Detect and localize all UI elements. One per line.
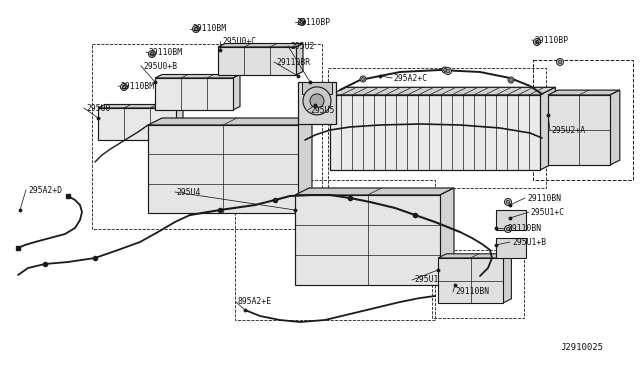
Circle shape	[360, 76, 366, 82]
Text: 295U0+B: 295U0+B	[143, 61, 177, 71]
Text: 29110BM: 29110BM	[192, 23, 226, 32]
Text: 295U0: 295U0	[86, 103, 110, 112]
Polygon shape	[440, 188, 454, 285]
Text: 295U1+B: 295U1+B	[512, 237, 546, 247]
Circle shape	[298, 19, 305, 26]
Text: 295A2+D: 295A2+D	[28, 186, 62, 195]
Polygon shape	[330, 87, 556, 95]
Text: 29110BM: 29110BM	[148, 48, 182, 57]
Polygon shape	[218, 44, 303, 47]
Text: 295A2+C: 295A2+C	[393, 74, 427, 83]
Circle shape	[195, 27, 198, 31]
Circle shape	[442, 67, 448, 73]
Polygon shape	[540, 87, 556, 170]
Circle shape	[504, 199, 511, 205]
Text: 29110BP: 29110BP	[534, 35, 568, 45]
Circle shape	[446, 69, 450, 73]
Circle shape	[535, 40, 539, 44]
Text: 295U4: 295U4	[176, 187, 200, 196]
Text: 295U1: 295U1	[414, 276, 438, 285]
Text: 29110BN: 29110BN	[455, 288, 489, 296]
Polygon shape	[438, 258, 503, 303]
Circle shape	[506, 227, 509, 231]
Polygon shape	[330, 95, 540, 170]
Text: 295U5: 295U5	[310, 106, 334, 115]
Text: 295U0+C: 295U0+C	[222, 36, 256, 45]
Polygon shape	[295, 195, 440, 285]
Circle shape	[148, 51, 156, 58]
Text: 295U1+C: 295U1+C	[530, 208, 564, 217]
Polygon shape	[296, 44, 303, 75]
Bar	[235, 180, 435, 320]
Circle shape	[534, 38, 541, 45]
Bar	[298, 82, 336, 124]
Circle shape	[122, 85, 125, 89]
Bar	[496, 210, 526, 230]
Polygon shape	[610, 90, 620, 165]
Circle shape	[362, 77, 365, 80]
Circle shape	[557, 58, 563, 65]
Polygon shape	[98, 105, 183, 108]
Circle shape	[506, 200, 509, 204]
Bar	[92, 44, 322, 229]
Circle shape	[193, 26, 200, 32]
Circle shape	[508, 77, 514, 83]
Text: 29110BP: 29110BP	[296, 17, 330, 26]
Circle shape	[303, 87, 331, 115]
Polygon shape	[503, 254, 511, 303]
Circle shape	[504, 225, 511, 232]
Polygon shape	[298, 118, 312, 213]
Text: 29110BN: 29110BN	[527, 193, 561, 202]
Circle shape	[558, 60, 562, 64]
Bar	[302, 82, 332, 94]
Circle shape	[509, 78, 513, 81]
Circle shape	[120, 83, 127, 90]
Polygon shape	[98, 108, 176, 140]
Polygon shape	[218, 47, 296, 75]
Text: 29110BR: 29110BR	[276, 58, 310, 67]
Text: 29110BM: 29110BM	[120, 81, 154, 90]
Circle shape	[300, 20, 304, 24]
Polygon shape	[233, 74, 240, 110]
Bar	[533, 60, 633, 180]
Polygon shape	[148, 118, 312, 125]
Circle shape	[445, 67, 451, 74]
Text: 295U2+A: 295U2+A	[551, 125, 585, 135]
Text: 29110BN: 29110BN	[507, 224, 541, 232]
Polygon shape	[438, 254, 511, 258]
Polygon shape	[548, 95, 610, 165]
Circle shape	[310, 94, 324, 108]
Circle shape	[150, 52, 154, 56]
Polygon shape	[295, 188, 454, 195]
Polygon shape	[155, 78, 233, 110]
Circle shape	[444, 68, 447, 71]
Polygon shape	[148, 125, 298, 213]
Text: 295U2: 295U2	[290, 42, 314, 51]
Bar	[328, 68, 546, 188]
Text: J2910025: J2910025	[560, 343, 603, 353]
Polygon shape	[548, 90, 620, 95]
Text: 895A2+E: 895A2+E	[238, 298, 272, 307]
Polygon shape	[155, 74, 240, 78]
Bar	[432, 250, 524, 318]
Bar	[496, 238, 526, 258]
Polygon shape	[176, 105, 183, 140]
